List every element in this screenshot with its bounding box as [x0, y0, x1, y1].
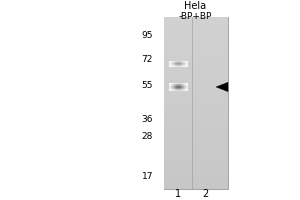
Bar — [164, 37, 228, 40]
Bar — [164, 140, 228, 143]
Bar — [164, 31, 228, 34]
Bar — [164, 135, 228, 137]
Bar — [164, 117, 228, 120]
Bar — [164, 152, 228, 155]
Bar — [164, 46, 228, 49]
Bar — [164, 63, 228, 66]
Bar — [164, 137, 228, 140]
Bar — [164, 120, 228, 123]
Bar — [164, 166, 228, 169]
Bar — [164, 83, 228, 86]
Bar — [164, 89, 228, 92]
Text: 95: 95 — [142, 31, 153, 40]
Bar — [164, 66, 228, 69]
Bar — [164, 74, 228, 77]
Bar — [164, 183, 228, 186]
Bar — [164, 34, 228, 37]
Bar — [164, 103, 228, 106]
Bar — [164, 126, 228, 129]
Text: 55: 55 — [142, 81, 153, 90]
Bar — [164, 71, 228, 74]
Bar — [164, 17, 228, 20]
Bar — [164, 100, 228, 103]
Bar — [164, 40, 228, 43]
Text: 1: 1 — [176, 189, 182, 199]
Bar — [164, 149, 228, 152]
Text: 72: 72 — [142, 55, 153, 64]
Bar — [164, 77, 228, 80]
Bar — [164, 23, 228, 26]
Bar — [164, 28, 228, 31]
Bar — [164, 157, 228, 160]
Bar — [164, 132, 228, 135]
Bar — [164, 43, 228, 46]
Bar — [164, 146, 228, 149]
Text: Hela: Hela — [184, 1, 206, 11]
Text: 2: 2 — [202, 189, 208, 199]
Bar — [164, 163, 228, 166]
Bar — [164, 80, 228, 83]
Bar — [164, 109, 228, 112]
Bar — [164, 92, 228, 94]
Bar — [164, 177, 228, 180]
Bar — [164, 160, 228, 163]
Bar — [164, 60, 228, 63]
Bar — [164, 20, 228, 23]
Bar — [164, 180, 228, 183]
Text: -BP+BP: -BP+BP — [178, 12, 212, 21]
Bar — [164, 155, 228, 157]
Bar — [164, 97, 228, 100]
Bar — [164, 49, 228, 51]
Bar — [164, 51, 228, 54]
Bar — [164, 94, 228, 97]
Bar — [164, 54, 228, 57]
Polygon shape — [216, 82, 228, 92]
Bar — [164, 17, 228, 189]
Bar — [164, 86, 228, 89]
Bar — [164, 172, 228, 175]
Bar — [164, 112, 228, 114]
Bar — [164, 57, 228, 60]
Bar — [164, 143, 228, 146]
Bar — [164, 123, 228, 126]
Bar — [164, 114, 228, 117]
Text: 36: 36 — [142, 115, 153, 124]
Text: 17: 17 — [142, 172, 153, 181]
Bar — [164, 175, 228, 177]
Bar — [164, 26, 228, 28]
Bar — [164, 69, 228, 71]
Text: 28: 28 — [142, 132, 153, 141]
Bar — [164, 186, 228, 189]
Bar — [164, 106, 228, 109]
Bar — [164, 169, 228, 172]
Bar — [164, 129, 228, 132]
